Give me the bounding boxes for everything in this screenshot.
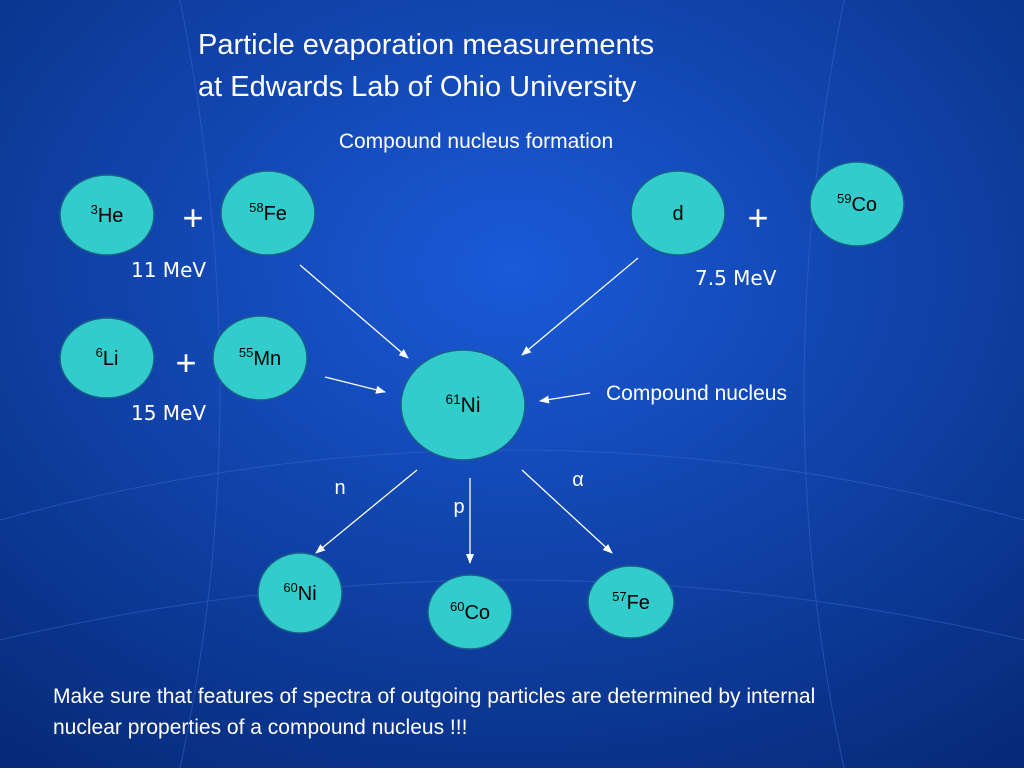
nucleus-circle bbox=[257, 552, 343, 634]
energy: 15 MeV bbox=[131, 401, 206, 425]
nucleus: 60Ni bbox=[257, 552, 343, 634]
nucleus-label: 61Ni bbox=[445, 392, 480, 417]
nucleus-label: 3He bbox=[91, 202, 124, 227]
mass-number: 6 bbox=[96, 345, 103, 360]
nucleus-label: d bbox=[672, 203, 683, 225]
plus: + bbox=[175, 342, 196, 383]
compound-label: Compound nucleus bbox=[606, 382, 787, 405]
energy: 11 MeV bbox=[131, 258, 206, 282]
element-symbol: Co bbox=[851, 194, 877, 216]
nucleus-circle bbox=[400, 349, 526, 461]
nucleus-label: 55Mn bbox=[239, 345, 281, 370]
nucleus-label: 60Ni bbox=[283, 580, 316, 605]
particle-label: α bbox=[572, 469, 584, 491]
nucleus: 59Co bbox=[809, 161, 905, 247]
energy: 7.5 MeV bbox=[695, 266, 777, 290]
element-symbol: Ni bbox=[298, 583, 317, 605]
mass-number: 57 bbox=[612, 589, 626, 604]
nucleus-label: 57Fe bbox=[612, 589, 650, 614]
element-symbol: Fe bbox=[264, 203, 287, 225]
nucleus: 57Fe bbox=[587, 565, 675, 639]
mass-number: 60 bbox=[283, 580, 297, 595]
mass-number: 61 bbox=[445, 392, 460, 407]
nucleus: 55Mn bbox=[212, 315, 308, 401]
plus: + bbox=[747, 197, 768, 238]
mass-number: 60 bbox=[450, 599, 464, 614]
element-symbol: He bbox=[98, 205, 124, 227]
mass-number: 3 bbox=[91, 202, 98, 217]
nucleus: 3He bbox=[59, 174, 155, 256]
nucleus: 6Li bbox=[59, 317, 155, 399]
subtitle: Compound nucleus formation bbox=[339, 130, 613, 153]
nucleus: 58Fe bbox=[220, 170, 316, 256]
note-line: Make sure that features of spectra of ou… bbox=[53, 685, 815, 708]
nucleus-circle bbox=[587, 565, 675, 639]
nucleus-circle bbox=[59, 317, 155, 399]
arrows bbox=[299, 257, 639, 564]
note-line: nuclear properties of a compound nucleus… bbox=[53, 716, 467, 739]
nucleus-label: 59Co bbox=[837, 191, 877, 216]
title-line: at Edwards Lab of Ohio University bbox=[198, 71, 637, 103]
plus: + bbox=[182, 197, 203, 238]
nucleus-circle bbox=[630, 170, 726, 256]
nucleus: 61Ni bbox=[400, 349, 526, 461]
nucleus-circle bbox=[212, 315, 308, 401]
mass-number: 55 bbox=[239, 345, 253, 360]
nucleus-label: 60Co bbox=[450, 599, 490, 624]
element-symbol: Mn bbox=[253, 348, 281, 370]
element-symbol: d bbox=[672, 203, 683, 225]
nucleus-circle bbox=[59, 174, 155, 256]
nucleus-circle bbox=[220, 170, 316, 256]
nucleus-label: 58Fe bbox=[249, 200, 287, 225]
element-symbol: Ni bbox=[461, 394, 481, 417]
particle-label: n bbox=[334, 477, 345, 499]
title-line: Particle evaporation measurements bbox=[198, 29, 654, 61]
nucleus-circle bbox=[809, 161, 905, 247]
mass-number: 59 bbox=[837, 191, 851, 206]
nucleus-circle bbox=[427, 574, 513, 650]
element-symbol: Co bbox=[464, 602, 490, 624]
element-symbol: Li bbox=[103, 348, 119, 370]
particle-label: p bbox=[453, 496, 464, 518]
nucleus: 60Co bbox=[427, 574, 513, 650]
element-symbol: Fe bbox=[627, 592, 650, 614]
nucleus-label: 6Li bbox=[96, 345, 119, 370]
mass-number: 58 bbox=[249, 200, 263, 215]
nucleus: d bbox=[630, 170, 726, 256]
